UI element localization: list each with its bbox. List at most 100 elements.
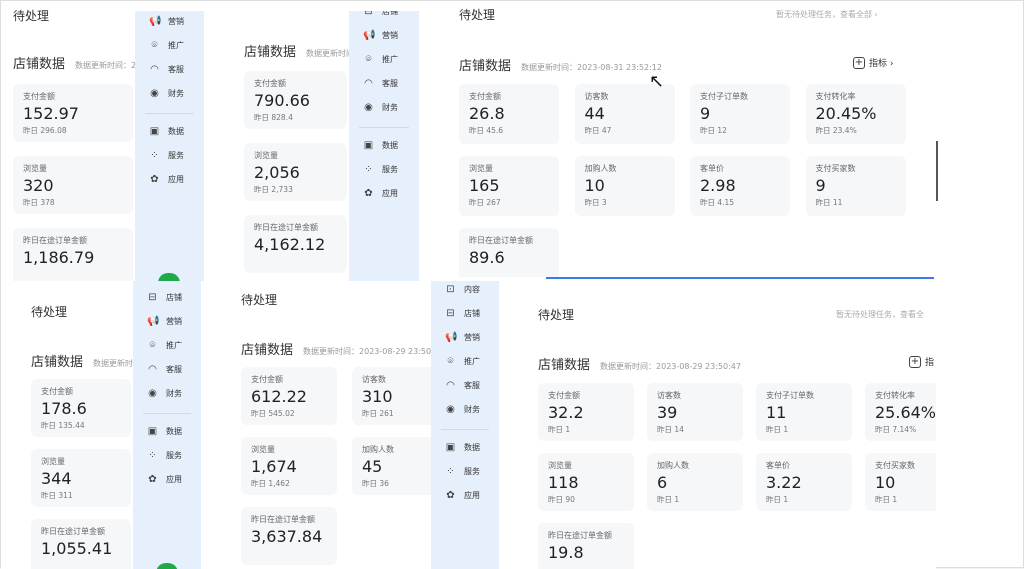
sidebar-item-apps[interactable]: ✿ 应用 (445, 485, 480, 505)
view-all-link[interactable]: 暂无待处理任务，查看全部 › (776, 10, 878, 19)
scrollbar[interactable] (936, 141, 938, 201)
metric-card[interactable]: 昨日在途订单金额 1,055.41 (31, 519, 131, 569)
sidebar-item-label: 客服 (168, 64, 184, 74)
metric-card[interactable]: 浏览量 118 昨日 90 (538, 453, 634, 511)
metric-card[interactable]: 访客数 39 昨日 14 (647, 383, 743, 441)
sidebar-item-content[interactable]: ⊡ 内容 (445, 281, 480, 299)
metric-card[interactable]: 客单价 3.22 昨日 1 (756, 453, 852, 511)
metric-card[interactable]: 支付金额 178.6 昨日 135.44 (31, 379, 131, 437)
sidebar-item-location-pin[interactable]: ⌾ 推广 (363, 49, 399, 69)
metric-card[interactable]: 支付金额 790.66 昨日 828.4 (244, 71, 347, 129)
sidebar-item-label: 营销 (168, 16, 184, 26)
metric-card[interactable]: 昨日在途订单金额 89.6 (459, 228, 559, 277)
yesterday-value: 昨日 1 (875, 495, 898, 504)
sidebar-item-grid[interactable]: ⁘ 服务 (363, 159, 398, 179)
sidebar-item-label: 推广 (166, 340, 182, 350)
sidebar-item-apps[interactable]: ✿ 应用 (149, 169, 184, 189)
sidebar-item-store[interactable]: ⊟ 店铺 (363, 11, 398, 21)
metric-card[interactable]: 支付子订单数 9 昨日 12 (690, 84, 790, 144)
yesterday-value: 昨日 828.4 (254, 113, 293, 122)
sidebar-item-megaphone[interactable]: 📢 营销 (363, 25, 398, 45)
metric-label: 浏览量 (251, 445, 275, 454)
sidebar-item-location-pin[interactable]: ⌾ 推广 (445, 351, 481, 371)
sidebar-item-coin[interactable]: ◉ 财务 (363, 97, 398, 117)
sidebar-item-megaphone[interactable]: 📢 营销 (445, 327, 480, 347)
metric-card[interactable]: 昨日在途订单金额 19.8 (538, 523, 634, 569)
metric-card[interactable]: 浏览量 320 昨日 378 (13, 156, 133, 214)
metric-card[interactable]: 浏览量 344 昨日 311 (31, 449, 131, 507)
metric-value: 344 (41, 469, 72, 488)
sidebar-item-label: 服务 (464, 466, 480, 476)
metric-value: 310 (362, 387, 393, 406)
metric-card[interactable]: 客单价 2.98 昨日 4.15 (690, 156, 790, 216)
sidebar-item-store[interactable]: ⊟ 店铺 (147, 287, 182, 307)
sidebar-item-apps[interactable]: ✿ 应用 (363, 183, 398, 203)
metric-card[interactable]: 支付金额 32.2 昨日 1 (538, 383, 634, 441)
sidebar-divider (359, 127, 409, 128)
metric-label: 加购人数 (657, 461, 689, 470)
metric-label: 昨日在途订单金额 (23, 236, 87, 245)
metric-card[interactable]: 昨日在途订单金额 3,637.84 (241, 507, 337, 565)
location-pin-icon: ⌾ (151, 39, 158, 51)
view-all-link[interactable]: 暂无待处理任务，查看全 (836, 310, 924, 319)
metric-card[interactable]: 浏览量 165 昨日 267 (459, 156, 559, 216)
sidebar-item-headset[interactable]: ◠ 客服 (147, 359, 182, 379)
sidebar-item-store[interactable]: ⊟ 店铺 (445, 303, 480, 323)
metric-button[interactable]: + 指 (909, 355, 934, 368)
sidebar-item-location-pin[interactable]: ⌾ 推广 (147, 335, 183, 355)
metric-card[interactable]: 支付金额 152.97 昨日 296.08 (13, 84, 133, 142)
help-bubble[interactable] (158, 273, 180, 281)
sidebar-item-label: 服务 (166, 450, 182, 460)
metric-card[interactable]: 支付转化率 20.45% 昨日 23.4% (805, 84, 906, 144)
metric-card[interactable]: 加购人数 45 昨日 36 (352, 437, 431, 495)
sidebar-item-apps[interactable]: ✿ 应用 (147, 469, 182, 489)
sidebar-item-coin[interactable]: ◉ 财务 (149, 83, 184, 103)
metric-label: 支付转化率 (815, 92, 856, 101)
headset-icon: ◠ (150, 63, 159, 75)
megaphone-icon: 📢 (445, 331, 458, 343)
metric-card[interactable]: 支付金额 612.22 昨日 545.02 (241, 367, 337, 425)
metric-card[interactable]: 昨日在途订单金额 4,162.12 (244, 215, 347, 273)
metric-card[interactable]: 加购人数 6 昨日 1 (647, 453, 743, 511)
metric-card[interactable]: 浏览量 1,674 昨日 1,462 (241, 437, 337, 495)
sidebar-item-chart[interactable]: ▣ 数据 (147, 421, 182, 441)
sidebar-item-label: 店铺 (382, 11, 398, 16)
metric-card[interactable]: 支付买家数 9 昨日 11 (805, 156, 906, 216)
metric-card[interactable]: 支付金额 26.8 昨日 45.6 (459, 84, 559, 144)
sidebar-item-coin[interactable]: ◉ 财务 (147, 383, 182, 403)
sidebar-item-label: 推广 (382, 54, 398, 64)
sidebar-item-location-pin[interactable]: ⌾ 推广 (149, 35, 185, 55)
metric-card[interactable]: 支付子订单数 11 昨日 1 (756, 383, 852, 441)
metric-button[interactable]: + 指标 › (853, 56, 893, 69)
sidebar-item-megaphone[interactable]: 📢 营销 (149, 11, 184, 31)
sidebar-item-megaphone[interactable]: 📢 营销 (147, 311, 182, 331)
sidebar-item-grid[interactable]: ⁘ 服务 (149, 145, 184, 165)
metric-card[interactable]: 加购人数 10 昨日 3 (574, 156, 675, 216)
sidebar-item-grid[interactable]: ⁘ 服务 (445, 461, 480, 481)
sidebar-item-chart[interactable]: ▣ 数据 (363, 135, 398, 155)
sidebar-item-chart[interactable]: ▣ 数据 (445, 437, 480, 457)
chart-icon: ▣ (147, 425, 158, 437)
sidebar-divider (143, 413, 191, 414)
sidebar-item-chart[interactable]: ▣ 数据 (149, 121, 184, 141)
help-bubble[interactable] (156, 563, 178, 569)
sidebar-item-headset[interactable]: ◠ 客服 (149, 59, 184, 79)
dashboard-panel: 待处理 店铺数据 数据更新时间：2023-08-29 23:50:41 支付金额 612… (201, 281, 431, 569)
sidebar-item-coin[interactable]: ◉ 财务 (445, 399, 480, 419)
yesterday-value: 昨日 1 (657, 495, 680, 504)
metric-card[interactable]: 访客数 44 昨日 47 (574, 84, 675, 144)
metric-card[interactable]: 昨日在途订单金额 1,186.79 (13, 228, 133, 281)
update-time: 数据更新时间 (93, 359, 133, 368)
megaphone-icon: 📢 (363, 29, 376, 41)
metric-label: 访客数 (657, 391, 681, 400)
metric-label: 访客数 (584, 92, 609, 101)
sidebar-item-label: 应用 (168, 174, 184, 184)
sidebar-item-grid[interactable]: ⁘ 服务 (147, 445, 182, 465)
metric-card[interactable]: 支付买家数 10 昨日 1 (865, 453, 936, 511)
store-data-title: 店铺数据 (31, 355, 84, 370)
metric-card[interactable]: 访客数 310 昨日 261 (352, 367, 431, 425)
sidebar-item-headset[interactable]: ◠ 客服 (363, 73, 398, 93)
metric-card[interactable]: 浏览量 2,056 昨日 2,733 (244, 143, 347, 201)
sidebar-item-headset[interactable]: ◠ 客服 (445, 375, 480, 395)
metric-card[interactable]: 支付转化率 25.64% 昨日 7.14% (865, 383, 936, 441)
